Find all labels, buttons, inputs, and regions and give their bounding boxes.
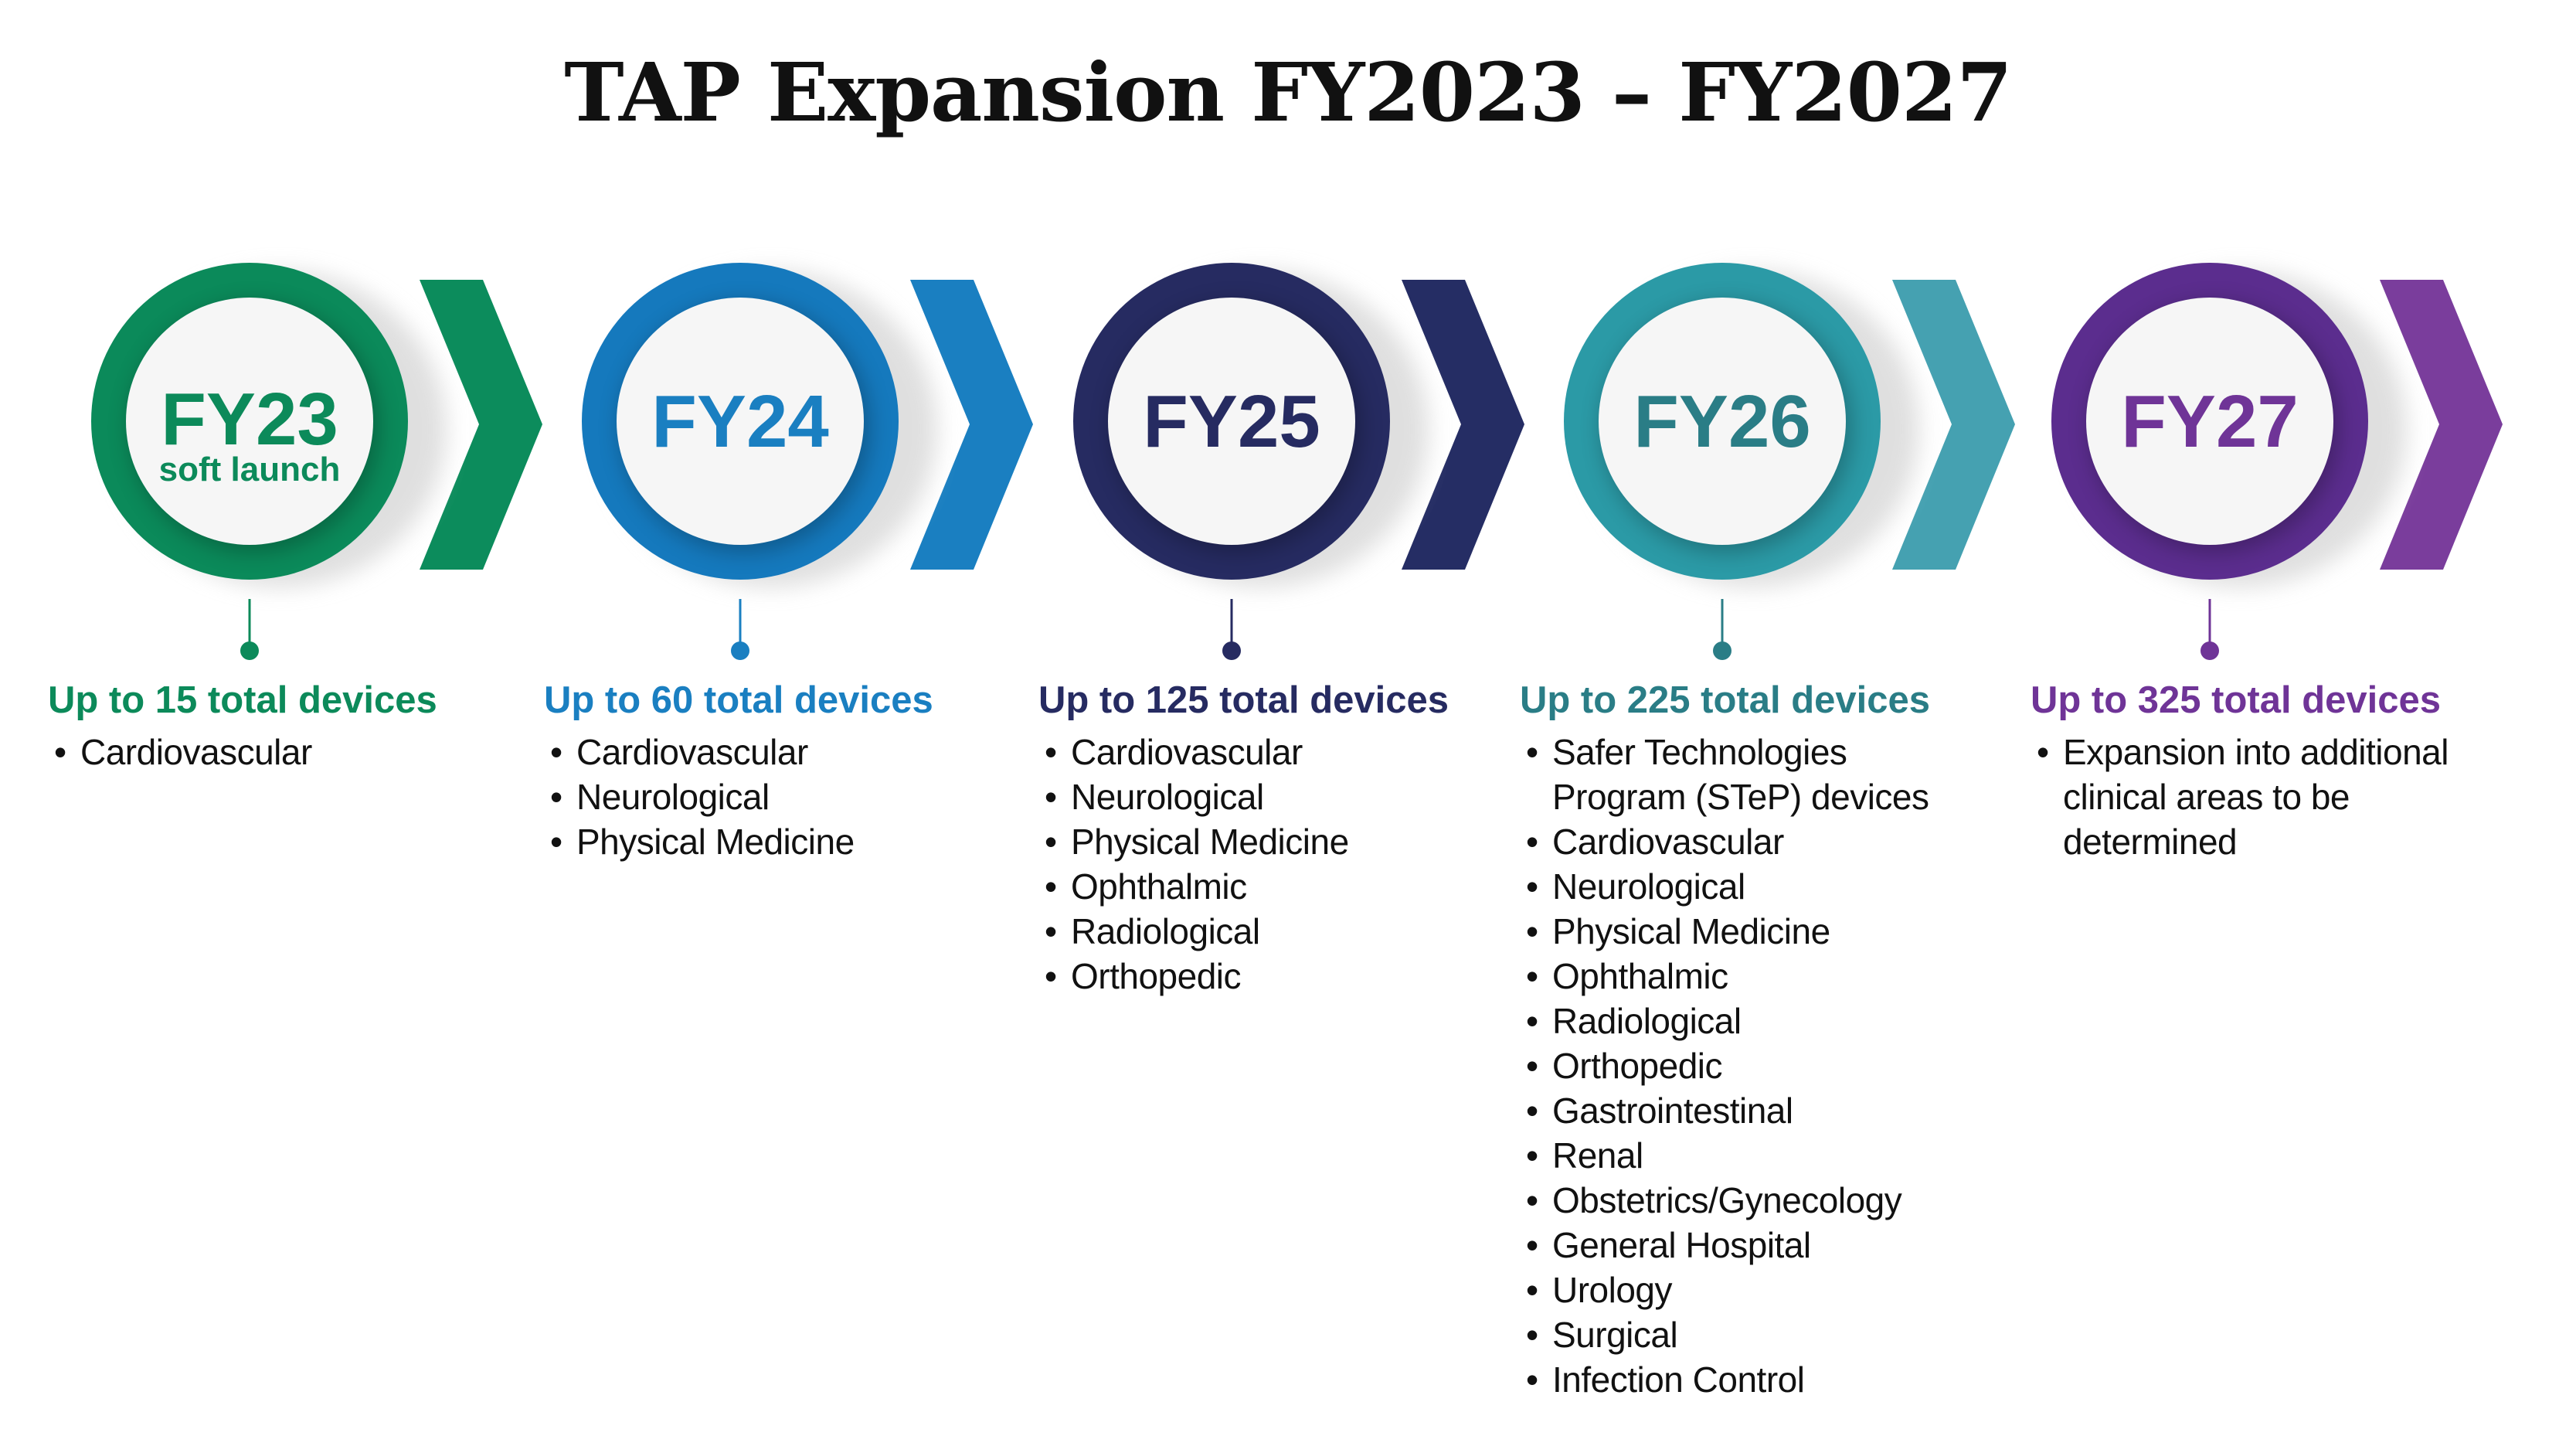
item-list: Cardiovascular — [51, 730, 515, 774]
connector-dot — [2200, 641, 2219, 660]
list-item: Cardiovascular — [1042, 730, 1505, 774]
chevron — [420, 280, 542, 570]
list-item: Surgical — [1523, 1312, 1986, 1357]
list-item: Orthopedic — [1042, 954, 1505, 999]
stage-label: FY26 — [1633, 380, 1810, 463]
chevron — [910, 280, 1033, 570]
connector-dot — [240, 641, 259, 660]
list-item: Neurological — [1042, 774, 1505, 819]
list-item: Renal — [1523, 1133, 1986, 1178]
list-item: Cardiovascular — [547, 730, 1011, 774]
list-item: Expansion into additional clinical areas… — [2034, 730, 2528, 864]
chevron — [1402, 280, 1524, 570]
list-item: Cardiovascular — [1523, 819, 1986, 864]
list-item: Physical Medicine — [1042, 819, 1505, 864]
stage-label: FY24 — [651, 380, 828, 463]
stage-heading: Up to 225 total devices — [1520, 679, 1931, 721]
list-item: Obstetrics/Gynecology — [1523, 1178, 1986, 1223]
chevron — [2380, 280, 2503, 570]
list-item: Neurological — [547, 774, 1011, 819]
stage-heading: Up to 125 total devices — [1038, 679, 1449, 721]
stage-label: FY25 — [1143, 380, 1320, 463]
list-item: Physical Medicine — [1523, 909, 1986, 954]
stage-label: FY27 — [2121, 380, 2298, 463]
inner-circle — [2086, 298, 2333, 545]
connector-dot — [1222, 641, 1241, 660]
stage-sublabel: soft launch — [159, 451, 341, 488]
list-item: Neurological — [1523, 864, 1986, 909]
list-item: Orthopedic — [1523, 1043, 1986, 1088]
stage-label: FY23 — [161, 378, 338, 461]
chevron — [1892, 280, 2015, 570]
item-list: Expansion into additional clinical areas… — [2034, 730, 2528, 864]
item-list: Safer Technologies Program (STeP) device… — [1523, 730, 1986, 1402]
inner-circle — [617, 298, 864, 545]
list-item: Radiological — [1042, 909, 1505, 954]
list-item: Urology — [1523, 1268, 1986, 1312]
connector-dot — [1713, 641, 1731, 660]
stage-heading: Up to 15 total devices — [48, 679, 437, 721]
list-item: Physical Medicine — [547, 819, 1011, 864]
list-item: Gastrointestinal — [1523, 1088, 1986, 1133]
list-item: Ophthalmic — [1042, 864, 1505, 909]
inner-circle — [1108, 298, 1355, 545]
list-item: Infection Control — [1523, 1357, 1986, 1402]
item-list: CardiovascularNeurologicalPhysical Medic… — [547, 730, 1011, 864]
inner-circle — [126, 298, 373, 545]
list-item: Cardiovascular — [51, 730, 515, 774]
title: TAP Expansion FY2023 – FY2027 — [564, 45, 2013, 140]
stage-heading: Up to 60 total devices — [544, 679, 933, 721]
list-item: Ophthalmic — [1523, 954, 1986, 999]
item-list: CardiovascularNeurologicalPhysical Medic… — [1042, 730, 1505, 999]
list-item: General Hospital — [1523, 1223, 1986, 1268]
connector-dot — [731, 641, 749, 660]
inner-circle — [1599, 298, 1846, 545]
stage-heading: Up to 325 total devices — [2031, 679, 2442, 721]
list-item: Safer Technologies Program (STeP) device… — [1523, 730, 1986, 819]
list-item: Radiological — [1523, 999, 1986, 1043]
